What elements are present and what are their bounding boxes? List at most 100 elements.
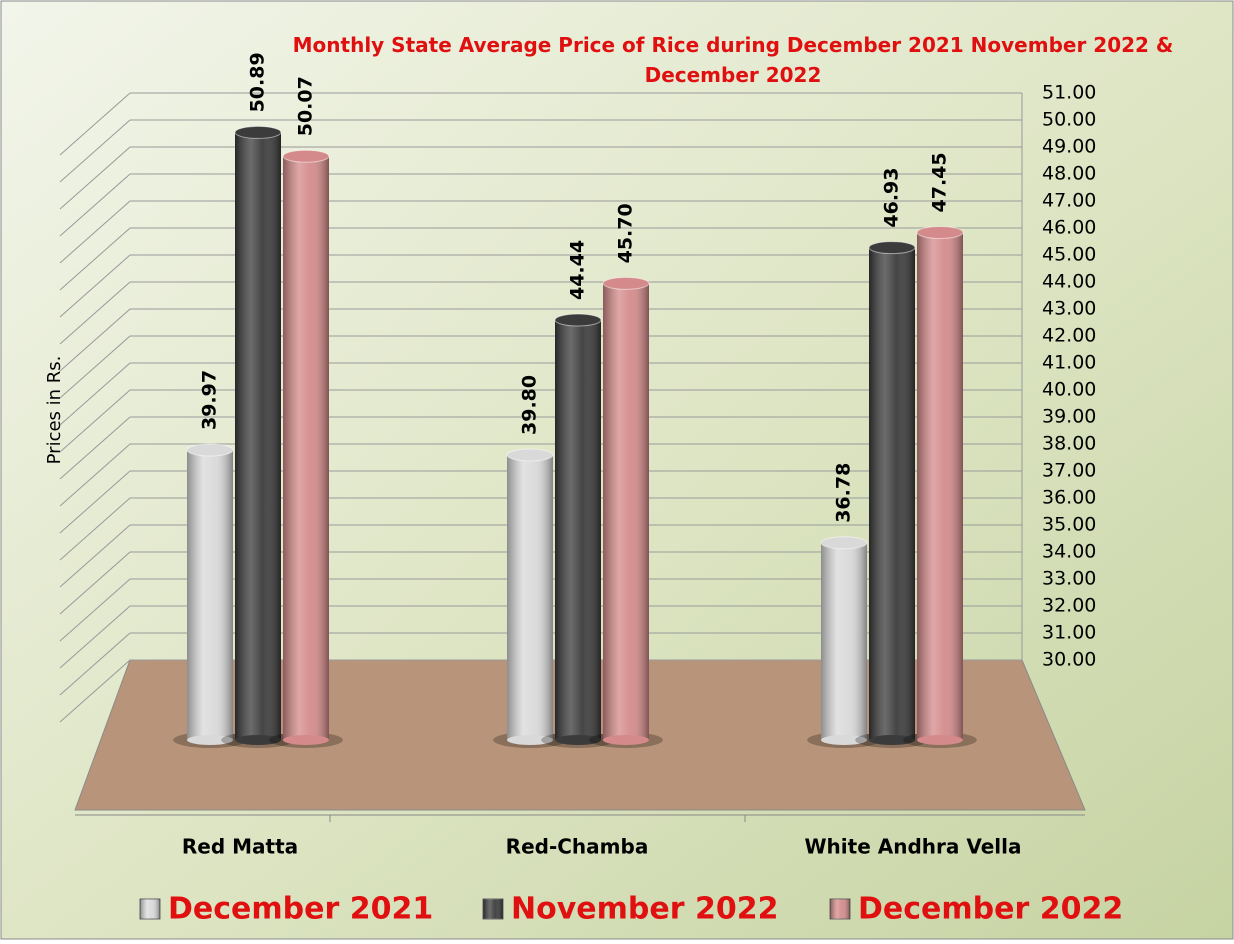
bar-bottom	[869, 735, 915, 745]
grid-line-side	[59, 146, 131, 210]
y-tick-label: 40.00	[1042, 379, 1096, 401]
bar	[541, 313, 615, 748]
bar-bottom	[821, 735, 867, 745]
y-tick-label: 30.00	[1042, 649, 1096, 671]
bar	[173, 443, 247, 748]
grid-line-side	[59, 362, 131, 426]
legend-label: December 2022	[858, 892, 1123, 927]
grid-line-side	[59, 389, 131, 453]
y-tick-label: 31.00	[1042, 622, 1096, 644]
data-label: 45.70	[615, 203, 637, 263]
bar-top	[602, 276, 650, 290]
grid-line-side	[59, 92, 131, 156]
grid-line-side	[59, 281, 131, 345]
y-tick-label: 36.00	[1042, 487, 1096, 509]
bar-bottom	[507, 735, 553, 745]
grid-line-side	[59, 605, 131, 669]
y-tick-label: 46.00	[1042, 217, 1096, 239]
grid-line-side	[59, 497, 131, 561]
chart-title: Monthly State Average Price of Rice duri…	[293, 33, 1174, 87]
title-line: Monthly State Average Price of Rice duri…	[293, 33, 1174, 57]
legend-label: December 2021	[168, 892, 433, 927]
bar-top	[186, 443, 234, 457]
data-label: 47.45	[929, 152, 951, 212]
legend-swatch-shade	[140, 899, 160, 919]
y-tick-label: 44.00	[1042, 271, 1096, 293]
grid-line-side	[59, 551, 131, 615]
y-tick-label: 43.00	[1042, 298, 1096, 320]
grid-line-side	[59, 335, 131, 399]
y-tick-label: 34.00	[1042, 541, 1096, 563]
grid-line-side	[59, 416, 131, 480]
bar-top	[820, 536, 868, 550]
bar-shade	[187, 450, 233, 740]
grid-line-side	[59, 470, 131, 534]
y-tick-label: 35.00	[1042, 514, 1096, 536]
bar	[855, 241, 929, 748]
bar-bottom	[917, 735, 963, 745]
grid-line-side	[59, 173, 131, 237]
grid-line-side	[59, 200, 131, 264]
grid-line-side	[59, 308, 131, 372]
bar	[589, 276, 663, 748]
bar-bottom	[235, 735, 281, 745]
y-tick-label: 48.00	[1042, 163, 1096, 185]
bar-bottom	[283, 735, 329, 745]
data-label: 39.97	[199, 370, 221, 430]
bar-shade	[917, 232, 963, 740]
y-tick-label: 38.00	[1042, 433, 1096, 455]
grid-line-side	[59, 524, 131, 588]
bar-shade	[555, 320, 601, 740]
y-axis-label: Prices in Rs.	[44, 356, 65, 465]
x-tick-label: Red Matta	[182, 835, 298, 859]
y-tick-label: 37.00	[1042, 460, 1096, 482]
data-label: 50.07	[295, 76, 317, 136]
bar-top	[916, 225, 964, 239]
bar-top	[506, 448, 554, 462]
bar	[269, 149, 343, 748]
bar-shade	[507, 454, 553, 740]
bar-shade	[869, 247, 915, 740]
grid-line-side	[59, 632, 131, 696]
bar-shade	[821, 542, 867, 740]
x-tick-label: Red-Chamba	[506, 835, 649, 859]
bar-bottom	[555, 735, 601, 745]
data-label: 44.44	[567, 240, 589, 300]
bar	[807, 536, 881, 748]
legend-swatch-shade	[483, 899, 503, 919]
y-tick-label: 47.00	[1042, 190, 1096, 212]
bar	[493, 448, 567, 748]
y-tick-label: 50.00	[1042, 109, 1096, 131]
y-tick-label: 42.00	[1042, 325, 1096, 347]
data-label: 39.80	[519, 375, 541, 435]
grid-line-side	[59, 119, 131, 183]
bar-shade	[235, 132, 281, 740]
grid-line-side	[59, 443, 131, 507]
y-tick-label: 39.00	[1042, 406, 1096, 428]
data-label: 50.89	[247, 52, 269, 112]
bar-bottom	[187, 735, 233, 745]
bar-shade	[603, 283, 649, 740]
y-tick-label: 32.00	[1042, 595, 1096, 617]
y-tick-label: 45.00	[1042, 244, 1096, 266]
data-label: 36.78	[833, 463, 855, 523]
bar	[903, 225, 977, 748]
title-line: December 2022	[645, 63, 822, 87]
grid-line-side	[59, 254, 131, 318]
bar-top	[868, 241, 916, 255]
bar-shade	[283, 156, 329, 741]
bar-top	[234, 125, 282, 139]
x-tick-label: White Andhra Vella	[805, 835, 1022, 859]
legend-swatch-shade	[830, 899, 850, 919]
y-tick-label: 41.00	[1042, 352, 1096, 374]
grid-line-side	[59, 659, 131, 723]
bar	[221, 125, 295, 748]
grid-line-side	[59, 227, 131, 291]
grid-line-side	[59, 578, 131, 642]
bar-top	[282, 149, 330, 163]
bar-bottom	[603, 735, 649, 745]
y-tick-label: 49.00	[1042, 136, 1096, 158]
y-tick-label: 33.00	[1042, 568, 1096, 590]
